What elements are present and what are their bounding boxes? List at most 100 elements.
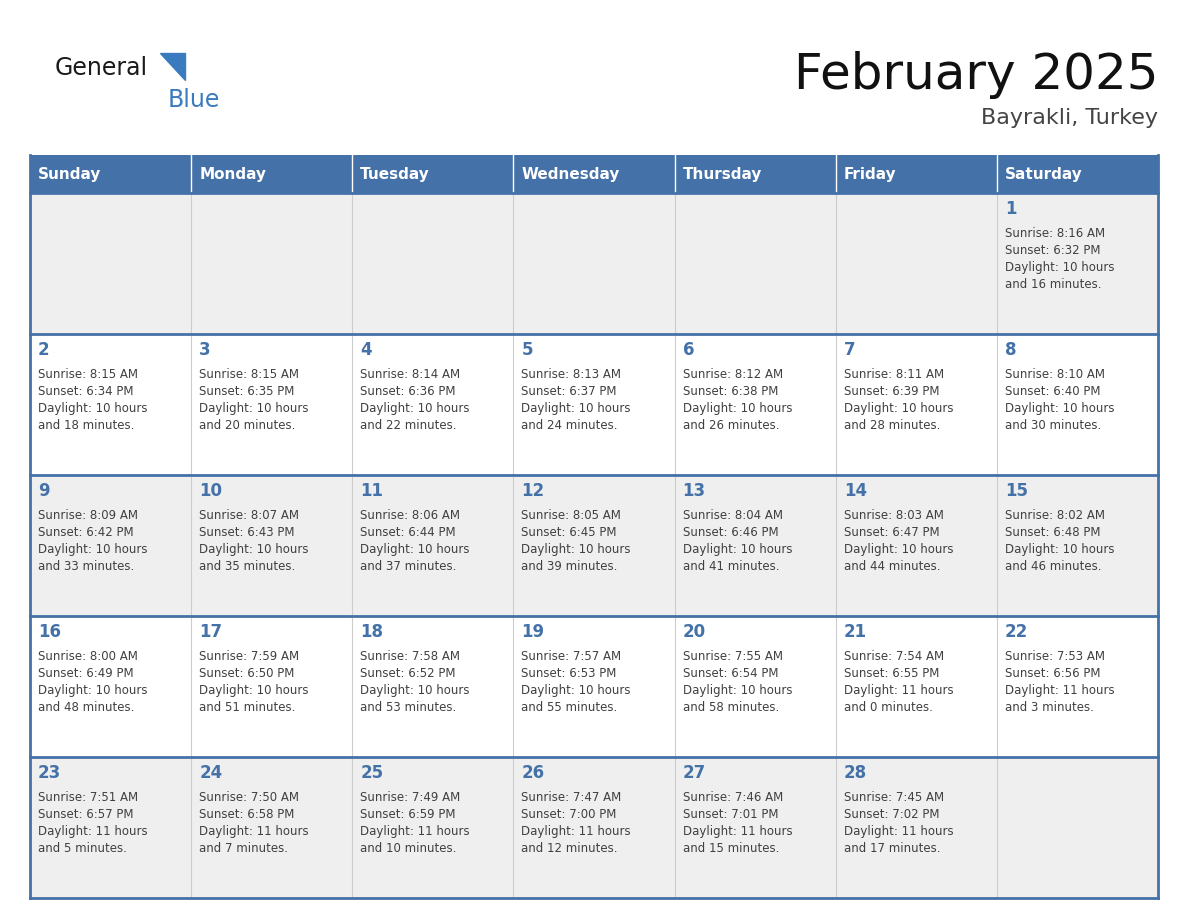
Text: 22: 22 xyxy=(1005,623,1028,641)
Text: Sunrise: 8:02 AM: Sunrise: 8:02 AM xyxy=(1005,509,1105,522)
Text: Sunset: 6:49 PM: Sunset: 6:49 PM xyxy=(38,667,133,680)
Text: 8: 8 xyxy=(1005,341,1017,359)
Text: Saturday: Saturday xyxy=(1005,166,1082,182)
Text: 15: 15 xyxy=(1005,482,1028,500)
Text: 5: 5 xyxy=(522,341,533,359)
Text: Sunset: 6:47 PM: Sunset: 6:47 PM xyxy=(843,526,940,539)
Text: 27: 27 xyxy=(683,764,706,782)
Text: Sunrise: 8:16 AM: Sunrise: 8:16 AM xyxy=(1005,227,1105,240)
Text: Sunset: 6:53 PM: Sunset: 6:53 PM xyxy=(522,667,617,680)
Text: 21: 21 xyxy=(843,623,867,641)
Bar xyxy=(30,334,1158,475)
Text: Daylight: 10 hours: Daylight: 10 hours xyxy=(360,543,469,556)
Text: and 3 minutes.: and 3 minutes. xyxy=(1005,701,1094,714)
Text: Daylight: 10 hours: Daylight: 10 hours xyxy=(200,402,309,415)
Text: Sunset: 6:32 PM: Sunset: 6:32 PM xyxy=(1005,244,1100,257)
Text: Sunset: 6:42 PM: Sunset: 6:42 PM xyxy=(38,526,133,539)
Text: Sunset: 6:39 PM: Sunset: 6:39 PM xyxy=(843,385,940,398)
Text: Sunrise: 8:05 AM: Sunrise: 8:05 AM xyxy=(522,509,621,522)
Text: Sunrise: 8:13 AM: Sunrise: 8:13 AM xyxy=(522,368,621,381)
Bar xyxy=(30,475,1158,616)
Text: Thursday: Thursday xyxy=(683,166,762,182)
Text: 12: 12 xyxy=(522,482,544,500)
Text: 20: 20 xyxy=(683,623,706,641)
Text: Sunrise: 7:54 AM: Sunrise: 7:54 AM xyxy=(843,650,943,663)
Text: and 39 minutes.: and 39 minutes. xyxy=(522,560,618,573)
Text: Sunset: 6:57 PM: Sunset: 6:57 PM xyxy=(38,808,133,821)
Text: Daylight: 11 hours: Daylight: 11 hours xyxy=(683,825,792,838)
Text: Sunset: 7:02 PM: Sunset: 7:02 PM xyxy=(843,808,940,821)
Text: 18: 18 xyxy=(360,623,384,641)
Text: Sunrise: 7:57 AM: Sunrise: 7:57 AM xyxy=(522,650,621,663)
Text: Daylight: 10 hours: Daylight: 10 hours xyxy=(683,402,792,415)
Text: 2: 2 xyxy=(38,341,50,359)
Text: and 33 minutes.: and 33 minutes. xyxy=(38,560,134,573)
Text: Sunset: 6:34 PM: Sunset: 6:34 PM xyxy=(38,385,133,398)
Text: Daylight: 10 hours: Daylight: 10 hours xyxy=(38,543,147,556)
Text: 1: 1 xyxy=(1005,200,1017,218)
Text: 7: 7 xyxy=(843,341,855,359)
Text: 13: 13 xyxy=(683,482,706,500)
Text: Sunset: 6:54 PM: Sunset: 6:54 PM xyxy=(683,667,778,680)
Text: Sunset: 6:46 PM: Sunset: 6:46 PM xyxy=(683,526,778,539)
Polygon shape xyxy=(160,53,185,80)
Text: Sunrise: 7:47 AM: Sunrise: 7:47 AM xyxy=(522,791,621,804)
Text: Sunset: 7:01 PM: Sunset: 7:01 PM xyxy=(683,808,778,821)
Text: Sunset: 6:44 PM: Sunset: 6:44 PM xyxy=(360,526,456,539)
Text: Daylight: 11 hours: Daylight: 11 hours xyxy=(1005,684,1114,697)
Text: Daylight: 11 hours: Daylight: 11 hours xyxy=(360,825,470,838)
Text: Daylight: 10 hours: Daylight: 10 hours xyxy=(1005,261,1114,274)
Text: Sunset: 6:48 PM: Sunset: 6:48 PM xyxy=(1005,526,1100,539)
Text: Daylight: 10 hours: Daylight: 10 hours xyxy=(200,684,309,697)
Text: Wednesday: Wednesday xyxy=(522,166,620,182)
Bar xyxy=(513,155,675,193)
Text: Sunrise: 8:10 AM: Sunrise: 8:10 AM xyxy=(1005,368,1105,381)
Text: 16: 16 xyxy=(38,623,61,641)
Text: 6: 6 xyxy=(683,341,694,359)
Text: Sunrise: 7:59 AM: Sunrise: 7:59 AM xyxy=(200,650,299,663)
Text: and 58 minutes.: and 58 minutes. xyxy=(683,701,779,714)
Text: Sunrise: 8:15 AM: Sunrise: 8:15 AM xyxy=(200,368,299,381)
Text: Sunrise: 7:55 AM: Sunrise: 7:55 AM xyxy=(683,650,783,663)
Text: Sunrise: 7:49 AM: Sunrise: 7:49 AM xyxy=(360,791,461,804)
Text: 3: 3 xyxy=(200,341,210,359)
Text: and 41 minutes.: and 41 minutes. xyxy=(683,560,779,573)
Text: Sunrise: 8:07 AM: Sunrise: 8:07 AM xyxy=(200,509,299,522)
Bar xyxy=(675,155,835,193)
Text: Sunset: 6:58 PM: Sunset: 6:58 PM xyxy=(200,808,295,821)
Text: and 0 minutes.: and 0 minutes. xyxy=(843,701,933,714)
Text: and 26 minutes.: and 26 minutes. xyxy=(683,419,779,432)
Text: Daylight: 11 hours: Daylight: 11 hours xyxy=(843,684,953,697)
Text: and 7 minutes.: and 7 minutes. xyxy=(200,842,289,855)
Text: and 17 minutes.: and 17 minutes. xyxy=(843,842,940,855)
Text: Sunrise: 8:09 AM: Sunrise: 8:09 AM xyxy=(38,509,138,522)
Text: 17: 17 xyxy=(200,623,222,641)
Text: 26: 26 xyxy=(522,764,544,782)
Text: 25: 25 xyxy=(360,764,384,782)
Text: Daylight: 10 hours: Daylight: 10 hours xyxy=(360,684,469,697)
Text: Sunrise: 8:15 AM: Sunrise: 8:15 AM xyxy=(38,368,138,381)
Text: and 48 minutes.: and 48 minutes. xyxy=(38,701,134,714)
Text: Daylight: 10 hours: Daylight: 10 hours xyxy=(522,684,631,697)
Text: 11: 11 xyxy=(360,482,384,500)
Text: Monday: Monday xyxy=(200,166,266,182)
Text: and 20 minutes.: and 20 minutes. xyxy=(200,419,296,432)
Text: Sunrise: 8:12 AM: Sunrise: 8:12 AM xyxy=(683,368,783,381)
Text: Sunset: 6:37 PM: Sunset: 6:37 PM xyxy=(522,385,617,398)
Text: 28: 28 xyxy=(843,764,867,782)
Text: Sunrise: 7:53 AM: Sunrise: 7:53 AM xyxy=(1005,650,1105,663)
Text: and 22 minutes.: and 22 minutes. xyxy=(360,419,456,432)
Text: Sunset: 6:36 PM: Sunset: 6:36 PM xyxy=(360,385,456,398)
Text: and 46 minutes.: and 46 minutes. xyxy=(1005,560,1101,573)
Bar xyxy=(353,155,513,193)
Bar xyxy=(30,193,1158,334)
Text: Sunrise: 8:03 AM: Sunrise: 8:03 AM xyxy=(843,509,943,522)
Bar xyxy=(30,757,1158,898)
Text: Sunrise: 7:45 AM: Sunrise: 7:45 AM xyxy=(843,791,943,804)
Text: Daylight: 10 hours: Daylight: 10 hours xyxy=(38,684,147,697)
Bar xyxy=(30,616,1158,757)
Bar xyxy=(997,155,1158,193)
Text: Sunset: 6:56 PM: Sunset: 6:56 PM xyxy=(1005,667,1100,680)
Text: Daylight: 11 hours: Daylight: 11 hours xyxy=(843,825,953,838)
Text: Sunrise: 7:50 AM: Sunrise: 7:50 AM xyxy=(200,791,299,804)
